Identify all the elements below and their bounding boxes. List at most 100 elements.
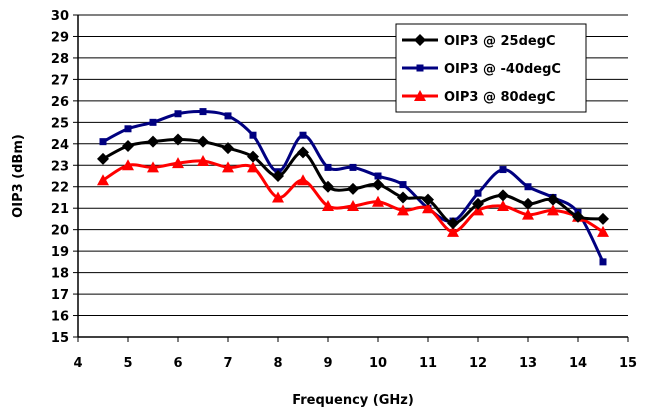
legend-item: OIP3 @ 25degC: [402, 34, 556, 49]
data-point: [97, 152, 109, 165]
legend-item: OIP3 @ 80degC: [402, 90, 556, 105]
legend: OIP3 @ 25degC OIP3 @ -40degC OIP3 @ 80degC: [395, 23, 587, 113]
data-point: [149, 118, 157, 126]
x-tick-label: 12: [469, 356, 487, 371]
data-point: [99, 138, 107, 146]
data-point: [547, 193, 559, 206]
data-point: [497, 200, 509, 212]
y-tick-label: 17: [51, 288, 69, 303]
x-tick-label: 13: [519, 356, 537, 371]
data-point: [122, 159, 134, 171]
data-point: [249, 131, 257, 139]
x-tick-label: 9: [323, 356, 332, 371]
y-tick-label: 21: [51, 202, 69, 217]
data-point: [422, 193, 434, 206]
y-tick-label: 27: [51, 73, 69, 88]
legend-item: OIP3 @ -40degC: [402, 62, 561, 77]
y-tick-label: 24: [51, 138, 69, 153]
data-point: [372, 178, 384, 191]
data-point: [247, 161, 259, 173]
data-point: [597, 212, 609, 225]
series-lines: [97, 108, 609, 266]
data-point: [497, 189, 509, 202]
data-point: [399, 181, 407, 189]
x-tick-label: 10: [369, 356, 387, 371]
legend-label: OIP3 @ -40degC: [444, 62, 561, 77]
data-point: [222, 142, 234, 155]
data-point: [474, 189, 482, 197]
data-point: [272, 191, 284, 203]
data-point: [297, 174, 309, 186]
series-0: [97, 133, 609, 230]
data-point: [372, 195, 384, 207]
y-tick-label: 25: [51, 116, 69, 131]
axes: [73, 14, 629, 342]
data-point: [472, 197, 484, 210]
y-tick-label: 16: [51, 310, 69, 325]
data-point: [597, 225, 609, 237]
data-point: [572, 210, 584, 223]
data-point: [374, 172, 382, 180]
legend-label: OIP3 @ 80degC: [444, 90, 556, 105]
legend-marker: [414, 34, 426, 46]
x-axis-title: Frequency (GHz): [292, 393, 414, 408]
data-point: [324, 163, 332, 171]
data-point: [124, 125, 132, 133]
y-tick-label: 20: [51, 224, 69, 239]
y-tick-label: 23: [51, 159, 69, 174]
y-tick-label: 22: [51, 181, 69, 196]
data-point: [299, 131, 307, 139]
data-point: [297, 146, 309, 159]
data-point: [172, 133, 184, 146]
legend-marker: [414, 90, 426, 101]
data-point: [499, 166, 507, 174]
y-axis-title: OIP3 (dBm): [11, 134, 26, 218]
y-tick-label: 15: [51, 331, 69, 346]
x-tick-label: 15: [619, 356, 637, 371]
data-point: [172, 157, 184, 169]
y-tick-label: 30: [51, 9, 69, 24]
data-point: [272, 170, 284, 182]
data-point: [524, 183, 532, 191]
data-point: [397, 191, 409, 204]
data-point: [522, 208, 534, 220]
data-point: [347, 182, 359, 195]
x-tick-label: 11: [419, 356, 437, 371]
x-tick-label: 7: [223, 356, 232, 371]
legend-marker: [416, 64, 424, 72]
data-point: [222, 161, 234, 173]
legend-label: OIP3 @ 25degC: [444, 34, 556, 49]
data-point: [199, 108, 207, 116]
data-point: [599, 258, 607, 266]
data-point: [447, 225, 459, 237]
series-2: [97, 154, 609, 237]
y-tick-label: 29: [51, 30, 69, 45]
y-tick-label: 19: [51, 245, 69, 260]
series-line: [102, 159, 604, 234]
data-point: [197, 135, 209, 148]
data-point: [522, 197, 534, 210]
y-tick-label: 26: [51, 95, 69, 110]
x-tick-label: 8: [273, 356, 282, 371]
data-point: [322, 200, 334, 212]
data-point: [322, 180, 334, 193]
data-point: [147, 161, 159, 173]
y-tick-label: 28: [51, 52, 69, 67]
data-point: [174, 110, 182, 118]
x-tick-label: 6: [173, 356, 182, 371]
x-tick-labels: 4 5 6 7 8 9 10 11 12 13 14 15: [73, 356, 637, 371]
data-point: [224, 112, 232, 120]
data-point: [97, 174, 109, 186]
y-tick-label: 18: [51, 267, 69, 282]
x-tick-label: 14: [569, 356, 587, 371]
data-point: [247, 150, 259, 163]
data-point: [447, 217, 459, 230]
x-tick-label: 5: [123, 356, 132, 371]
x-tick-label: 4: [73, 356, 82, 371]
data-point: [122, 139, 134, 152]
y-tick-labels: 15 16 17 18 19 20 21 22 23 24 25 26 27 28 29 30: [51, 9, 69, 346]
data-point: [349, 163, 357, 171]
data-point: [347, 200, 359, 212]
